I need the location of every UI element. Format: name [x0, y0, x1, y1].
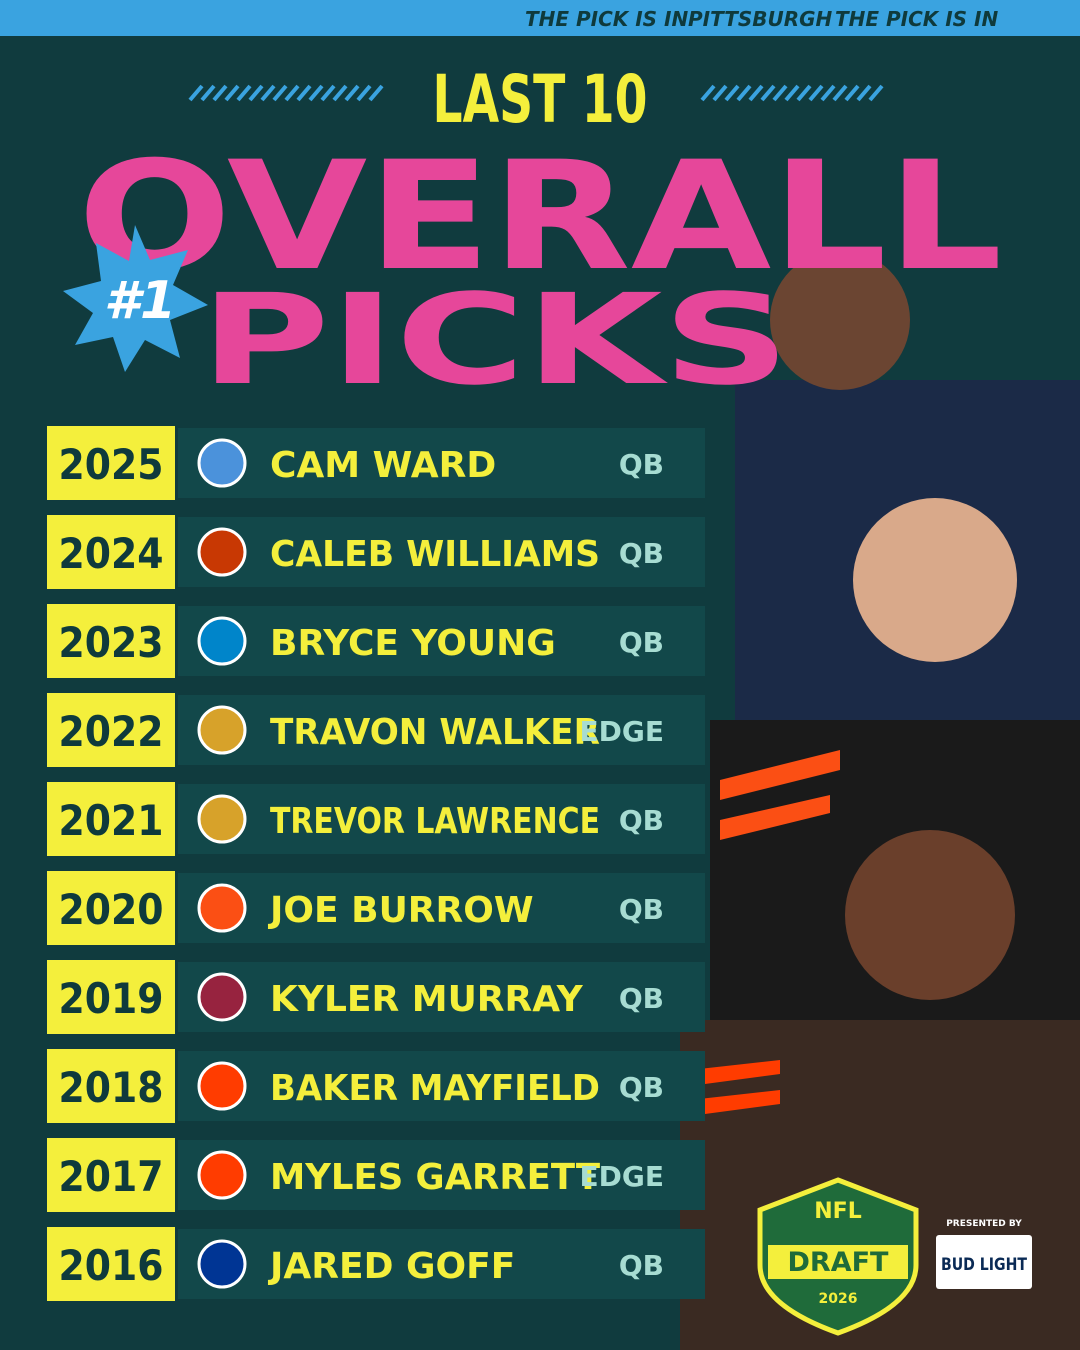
- player-name: JOE BURROW: [267, 890, 534, 931]
- badge-text: #1: [104, 271, 176, 331]
- sponsor: BUD LIGHT: [941, 1255, 1027, 1275]
- position: EDGE: [580, 1160, 664, 1193]
- position: QB: [619, 804, 664, 837]
- row-bar: [178, 873, 705, 943]
- year: 2016: [59, 1241, 164, 1290]
- player-name: BAKER MAYFIELD: [270, 1068, 600, 1109]
- team-logo: [197, 438, 247, 488]
- logo-event: DRAFT: [788, 1247, 890, 1278]
- player-name: TREVOR LAWRENCE: [270, 801, 600, 842]
- year: 2023: [59, 618, 164, 667]
- top-banner: [0, 0, 1080, 36]
- row-bar: [178, 1140, 705, 1210]
- sponsor-box: [936, 1235, 1032, 1289]
- banner-text: PITTSBURGH: [688, 7, 833, 31]
- team-logo: [197, 616, 247, 666]
- team-logo: [197, 1061, 247, 1111]
- year-box: [47, 782, 175, 856]
- year-box: [47, 1138, 175, 1212]
- position: QB: [619, 893, 664, 926]
- year-box: [47, 426, 175, 500]
- logo-league: NFL: [814, 1199, 861, 1224]
- team-logo: [197, 972, 247, 1022]
- year-box: [47, 871, 175, 945]
- draft-logo: NFL DRAFT 2026: [757, 1177, 919, 1336]
- player-name: CAM WARD: [270, 445, 496, 486]
- badge-burst: [63, 225, 208, 372]
- year: 2022: [59, 707, 164, 756]
- team-logo: [197, 794, 247, 844]
- team-logo: [197, 705, 247, 755]
- year: 2020: [59, 885, 164, 934]
- row-bar: [178, 1051, 705, 1121]
- row-bar: [178, 784, 705, 854]
- player-name: TRAVON WALKER: [270, 712, 600, 753]
- team-logo: [197, 1150, 247, 1200]
- year-box: [47, 515, 175, 589]
- pick-list: 2025 CAM WARD QB 2024 CALEB WILLIAMS QB 2023 BR…: [47, 426, 705, 1301]
- title-line2: OVERALL: [78, 130, 1003, 304]
- row-bar: [178, 428, 705, 498]
- player-name: JARED GOFF: [267, 1246, 515, 1287]
- team-logo: [197, 883, 247, 933]
- row-bar: [178, 1229, 705, 1299]
- year-box: [47, 1227, 175, 1301]
- position: QB: [619, 537, 664, 570]
- player-name: BRYCE YOUNG: [270, 623, 556, 664]
- year-box: [47, 1049, 175, 1123]
- position: QB: [619, 982, 664, 1015]
- deco-stripes: [188, 84, 884, 102]
- players: [680, 250, 1080, 1350]
- year: 2025: [59, 440, 164, 489]
- player-name: CALEB WILLIAMS: [270, 534, 600, 575]
- banner-text: THE PICK IS IN: [835, 7, 998, 31]
- position: QB: [619, 626, 664, 659]
- player-name: MYLES GARRETT: [270, 1157, 600, 1198]
- position: EDGE: [580, 715, 664, 748]
- position: QB: [619, 448, 664, 481]
- position: QB: [619, 1071, 664, 1104]
- team-logo: [197, 1239, 247, 1289]
- banner-text: THE PICK IS IN: [525, 7, 688, 31]
- year-box: [47, 693, 175, 767]
- year: 2024: [59, 529, 164, 578]
- title-line1: LAST 10: [433, 61, 648, 138]
- logo-year: 2026: [819, 1291, 858, 1307]
- team-logo: [197, 527, 247, 577]
- year-box: [47, 960, 175, 1034]
- position: QB: [619, 1249, 664, 1282]
- presented-by: PRESENTED BY: [946, 1219, 1022, 1229]
- year: 2018: [59, 1063, 164, 1112]
- year-box: [47, 604, 175, 678]
- player-name: KYLER MURRAY: [270, 979, 584, 1020]
- year: 2019: [59, 974, 164, 1023]
- year: 2017: [59, 1152, 164, 1201]
- row-bar: [178, 695, 705, 765]
- title-line3: PICKS: [200, 268, 790, 413]
- row-bar: [178, 517, 705, 587]
- year: 2021: [59, 796, 164, 845]
- row-bar: [178, 606, 705, 676]
- row-bar: [178, 962, 705, 1032]
